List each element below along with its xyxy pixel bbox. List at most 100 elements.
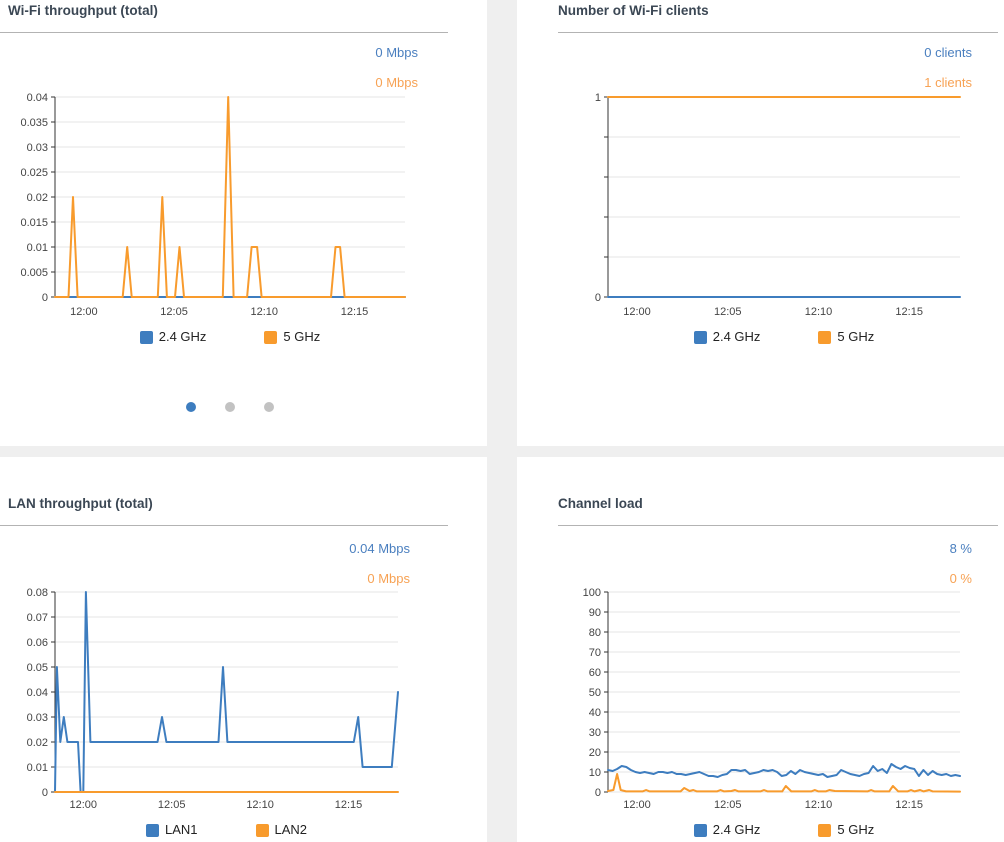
legend-label: 5 GHz (837, 822, 875, 837)
svg-text:0.07: 0.07 (27, 612, 48, 624)
current-value-5ghz: 0 % (949, 571, 972, 586)
svg-text:0.01: 0.01 (27, 242, 48, 254)
legend-item-lan2[interactable]: LAN2 (255, 822, 308, 837)
legend-label: 5 GHz (837, 329, 875, 344)
legend-label: 5 GHz (283, 329, 321, 344)
panel-lan-throughput: LAN throughput (total) 0.04 Mbps 0 Mbps … (0, 457, 487, 842)
svg-text:0.02: 0.02 (27, 192, 48, 204)
panel-wifi-throughput: Wi-Fi throughput (total) 0 Mbps 0 Mbps 0… (0, 0, 487, 446)
svg-text:60: 60 (589, 667, 601, 679)
svg-text:40: 40 (589, 707, 601, 719)
panel-title: Channel load (558, 496, 643, 511)
svg-text:10: 10 (589, 767, 601, 779)
legend-item-5ghz[interactable]: 5 GHz (264, 330, 320, 344)
carousel-dot-3[interactable] (264, 402, 274, 412)
title-divider (0, 32, 448, 33)
svg-text:12:00: 12:00 (70, 306, 98, 318)
legend-item-2-4ghz[interactable]: 2.4 GHz (693, 822, 761, 837)
svg-text:12:15: 12:15 (335, 799, 363, 811)
svg-text:0: 0 (42, 787, 48, 799)
legend-swatch-orange (818, 823, 832, 837)
svg-text:0.03: 0.03 (27, 712, 48, 724)
carousel-dots (55, 402, 405, 412)
current-value-lan1: 0.04 Mbps (349, 541, 410, 556)
svg-text:0.06: 0.06 (27, 637, 48, 649)
legend-swatch-blue (693, 330, 707, 344)
svg-text:12:05: 12:05 (714, 306, 742, 318)
legend-item-5ghz[interactable]: 5 GHz (818, 330, 874, 344)
panel-wifi-clients: Number of Wi-Fi clients 0 clients 1 clie… (517, 0, 1004, 446)
svg-text:0.08: 0.08 (27, 587, 48, 599)
chart-legend: 2.4 GHz 5 GHz (55, 329, 405, 345)
legend-item-2-4ghz[interactable]: 2.4 GHz (139, 329, 207, 344)
wifi-clients-chart: 0 1 12:00 12:05 12:10 12:15 (595, 92, 961, 318)
legend-label: 2.4 GHz (158, 329, 207, 344)
legend-label: LAN1 (164, 822, 198, 837)
wifi-throughput-chart: 0 0.005 0.01 0.015 0.02 0.025 0.03 0.035 0.04 12:… (20, 92, 406, 318)
svg-text:12:15: 12:15 (341, 306, 369, 318)
svg-text:12:15: 12:15 (895, 306, 923, 318)
panel-title: LAN throughput (total) (8, 496, 153, 511)
svg-text:12:05: 12:05 (160, 306, 188, 318)
current-value-2-4ghz: 0 clients (924, 45, 972, 60)
title-divider (558, 525, 998, 526)
svg-text:0.015: 0.015 (20, 217, 48, 229)
svg-text:90: 90 (589, 607, 601, 619)
svg-text:0: 0 (595, 292, 601, 304)
panel-title: Number of Wi-Fi clients (558, 3, 709, 18)
legend-label: LAN2 (274, 822, 308, 837)
legend-swatch-orange (255, 823, 269, 837)
svg-text:0.01: 0.01 (27, 762, 48, 774)
current-value-2-4ghz: 8 % (949, 541, 972, 556)
legend-swatch-blue (139, 330, 153, 344)
svg-text:12:00: 12:00 (623, 799, 651, 811)
legend-item-5ghz[interactable]: 5 GHz (818, 823, 874, 837)
legend-swatch-blue (693, 823, 707, 837)
svg-text:12:05: 12:05 (158, 799, 186, 811)
svg-text:0.03: 0.03 (27, 142, 48, 154)
svg-text:100: 100 (583, 587, 601, 599)
svg-text:0.04: 0.04 (27, 687, 48, 699)
channel-load-chart: 0 10 20 30 40 50 60 70 80 90 100 12:00 12:05 12:10 12:… (583, 587, 961, 811)
legend-swatch-orange (818, 330, 832, 344)
carousel-dot-2[interactable] (225, 402, 235, 412)
chart-legend: 2.4 GHz 5 GHz (608, 329, 960, 345)
svg-text:12:10: 12:10 (251, 306, 279, 318)
svg-text:12:00: 12:00 (70, 799, 98, 811)
svg-text:1: 1 (595, 92, 601, 104)
chart-legend: 2.4 GHz 5 GHz (608, 822, 960, 838)
svg-text:0.005: 0.005 (20, 267, 48, 279)
svg-text:12:15: 12:15 (895, 799, 923, 811)
svg-text:0.05: 0.05 (27, 662, 48, 674)
panel-title: Wi-Fi throughput (total) (8, 3, 158, 18)
carousel-dot-1[interactable] (186, 402, 196, 412)
svg-text:0.04: 0.04 (27, 92, 48, 104)
title-divider (0, 525, 448, 526)
svg-text:12:10: 12:10 (246, 799, 274, 811)
current-value-5ghz: 1 clients (924, 75, 972, 90)
svg-text:0: 0 (595, 787, 601, 799)
legend-swatch-blue (145, 823, 159, 837)
svg-text:0: 0 (42, 292, 48, 304)
svg-text:12:05: 12:05 (714, 799, 742, 811)
svg-text:20: 20 (589, 747, 601, 759)
legend-swatch-orange (264, 330, 278, 344)
svg-text:12:10: 12:10 (805, 306, 833, 318)
legend-label: 2.4 GHz (712, 329, 761, 344)
svg-text:0.02: 0.02 (27, 737, 48, 749)
svg-text:12:10: 12:10 (805, 799, 833, 811)
svg-text:50: 50 (589, 687, 601, 699)
current-value-2-4ghz: 0 Mbps (375, 45, 418, 60)
chart-legend: LAN1 LAN2 (55, 822, 398, 838)
lan-throughput-chart: 0 0.01 0.02 0.03 0.04 0.05 0.06 0.07 0.08 12:00 12… (27, 587, 399, 811)
current-value-lan2: 0 Mbps (367, 571, 410, 586)
current-value-5ghz: 0 Mbps (375, 75, 418, 90)
legend-item-lan1[interactable]: LAN1 (145, 822, 198, 837)
title-divider (558, 32, 998, 33)
svg-text:0.035: 0.035 (20, 117, 48, 129)
legend-item-2-4ghz[interactable]: 2.4 GHz (693, 329, 761, 344)
panel-channel-load: Channel load 8 % 0 % 0 10 20 30 40 50 60 70 80 90… (517, 457, 1004, 842)
svg-text:12:00: 12:00 (623, 306, 651, 318)
legend-label: 2.4 GHz (712, 822, 761, 837)
svg-text:70: 70 (589, 647, 601, 659)
